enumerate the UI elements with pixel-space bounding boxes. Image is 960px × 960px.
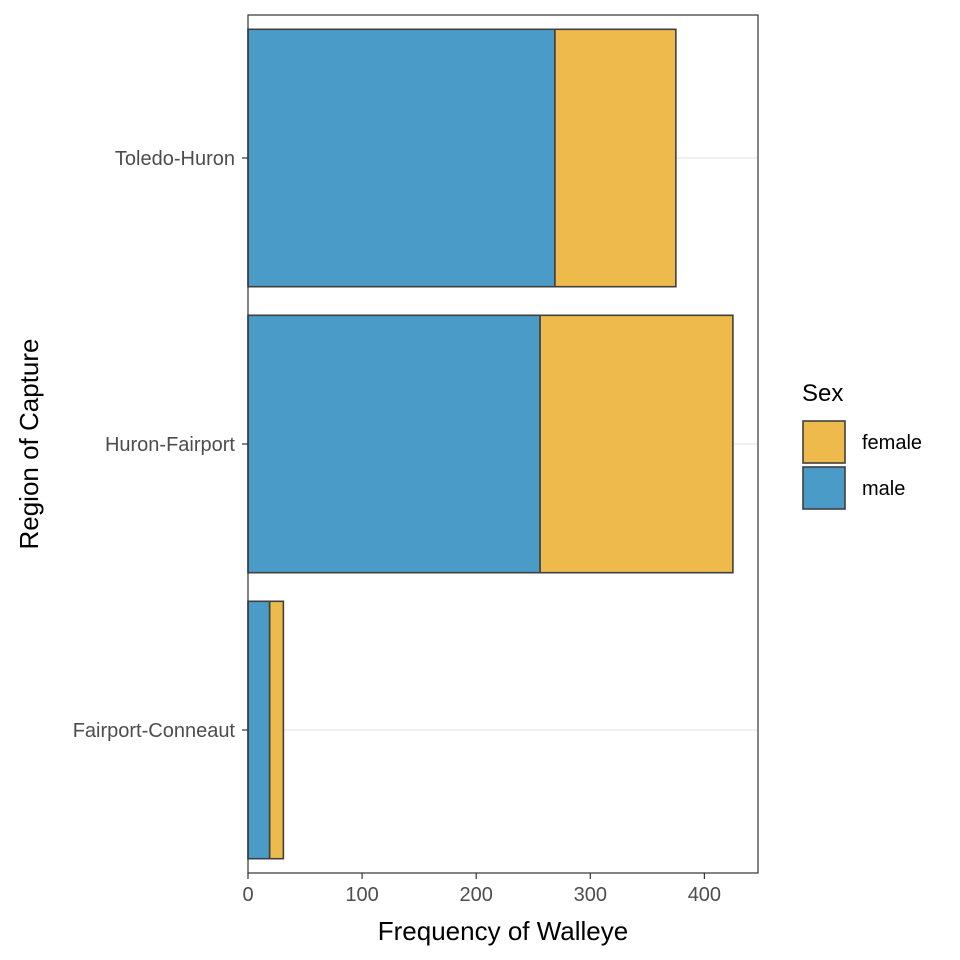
bar-female-fairport-conneaut: [268, 600, 285, 860]
legend-key-male: [802, 466, 846, 510]
x-tick-label: 400: [688, 884, 721, 906]
legend-title: Sex: [802, 380, 843, 407]
y-tick-label: Fairport-Conneaut: [73, 720, 236, 742]
bar-female-toledo-huron: [554, 28, 677, 288]
bar-male-toledo-huron: [247, 28, 556, 288]
y-tick-label: Toledo-Huron: [115, 148, 235, 170]
legend-label-male: male: [862, 478, 905, 500]
y-tick-label: Huron-Fairport: [105, 434, 235, 456]
bar-female-huron-fairport: [539, 314, 734, 574]
y-axis: Fairport-Conneaut Huron-Fairport Toledo-Hu…: [73, 148, 248, 742]
bars: [247, 28, 734, 860]
x-tick-label: 200: [460, 884, 493, 906]
legend-key-female: [802, 420, 846, 464]
x-axis: 0 100 200 300 400: [242, 873, 721, 906]
bar-male-fairport-conneaut: [247, 600, 271, 860]
legend: Sex female male: [802, 380, 922, 510]
bar-male-huron-fairport: [247, 314, 541, 574]
x-tick-label: 0: [242, 884, 253, 906]
x-axis-title: Frequency of Walleye: [378, 916, 628, 946]
y-axis-title: Region of Capture: [14, 338, 44, 549]
x-tick-label: 300: [574, 884, 607, 906]
x-tick-label: 100: [345, 884, 378, 906]
legend-label-female: female: [862, 432, 922, 454]
